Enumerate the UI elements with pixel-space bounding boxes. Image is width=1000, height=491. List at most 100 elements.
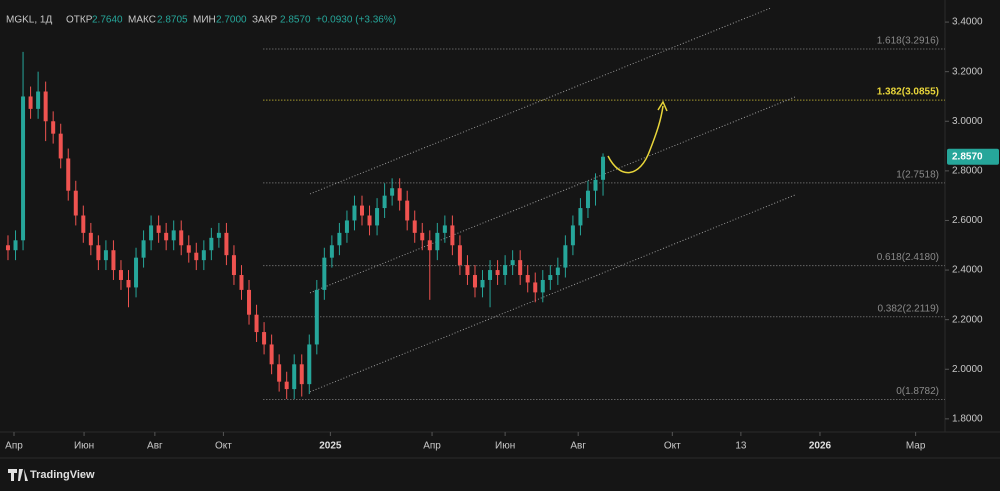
arrow-head: [657, 100, 668, 112]
price-axis: [945, 0, 1000, 491]
candle-body: [254, 314, 259, 333]
candle-body: [224, 232, 229, 256]
x-tick-label: Авг: [147, 441, 163, 452]
fib-label: 1.618(3.2916): [877, 36, 939, 47]
last-price-box: [947, 148, 999, 165]
x-tick-label: Апр: [423, 441, 441, 452]
candle-body: [525, 275, 530, 283]
candle-body: [292, 364, 297, 390]
x-tick-label: Апр: [5, 441, 23, 452]
candle-body: [21, 96, 26, 241]
fib-label: 1.382(3.0855): [877, 87, 939, 98]
candle-body: [435, 232, 440, 251]
candle-body: [367, 215, 372, 226]
candle-body: [555, 267, 560, 276]
candle-body: [322, 257, 327, 290]
candle-body: [344, 220, 349, 233]
candle-body: [277, 364, 282, 382]
last-price-label: 2.8570: [952, 151, 983, 162]
candle-body: [141, 240, 146, 258]
candle-body: [442, 225, 447, 233]
candle-body: [216, 232, 221, 238]
candle-body: [284, 381, 289, 390]
high-value: 2.8705: [157, 15, 188, 26]
y-tick-label: 2.6000: [952, 215, 983, 226]
candle-body: [156, 225, 161, 233]
candle-body: [88, 232, 93, 246]
candle-body: [450, 225, 455, 246]
candle-body: [201, 250, 206, 261]
candle-body: [488, 270, 493, 280]
candle-body: [412, 220, 417, 233]
candle-body: [171, 230, 176, 241]
candle-body: [126, 279, 131, 288]
change: +0.0930 (+3.36%): [316, 15, 396, 26]
candle-body: [247, 289, 252, 315]
candle-body: [111, 250, 116, 271]
candle-body: [307, 344, 312, 385]
open-value: 2.7640: [92, 15, 123, 26]
candle-body: [510, 260, 515, 266]
channel-line: [309, 96, 796, 294]
x-tick-label: Авг: [570, 441, 586, 452]
close-label: ЗАКР: [252, 15, 278, 26]
fib-label: 0.382(2.2119): [877, 303, 939, 314]
header: MGKL, 1Д ОТКР 2.7640 МАКС 2.8705 МИН 2.7…: [6, 15, 396, 26]
fib-label: 0.618(2.4180): [877, 252, 939, 263]
close-value: 2.8570: [280, 15, 311, 26]
candle-body: [427, 240, 432, 251]
y-tick-label: 3.4000: [952, 17, 983, 28]
low-value: 2.7000: [216, 15, 247, 26]
candle-body: [134, 257, 139, 288]
y-tick-label: 2.4000: [952, 265, 983, 276]
candle-body: [231, 255, 236, 276]
candle-body: [337, 232, 342, 246]
plot: 1.8000 2.0000 2.2000 2.4000 2.6000 2.8000 3.00…: [5, 7, 999, 452]
candle-body: [563, 245, 568, 268]
channel-line: [309, 7, 771, 195]
candle-body: [503, 265, 508, 276]
candle-body: [533, 282, 538, 293]
candle-body: [548, 275, 553, 280]
candle-body: [457, 245, 462, 266]
brand: TradingView: [30, 469, 95, 481]
candle-body: [149, 225, 154, 241]
candle-body: [103, 250, 108, 261]
fib-label: 0(1.8782): [896, 386, 939, 397]
x-tick-label: Окт: [664, 441, 681, 452]
symbol: MGKL, 1Д: [6, 15, 52, 26]
candle-body: [465, 265, 470, 276]
high-label: МАКС: [128, 15, 156, 26]
y-tick-label: 1.8000: [952, 413, 983, 424]
candle-body: [329, 245, 334, 258]
candle-body: [375, 208, 380, 226]
candle-body: [472, 275, 477, 288]
candle-body: [540, 279, 545, 293]
candle-body: [405, 200, 410, 221]
candle-body: [420, 232, 425, 241]
projection-arrow: [607, 105, 664, 174]
candle-body: [397, 188, 402, 201]
candle-body: [585, 190, 590, 209]
y-tick-label: 3.0000: [952, 116, 983, 127]
x-tick-label: Июн: [495, 441, 515, 452]
y-tick-label: 3.2000: [952, 66, 983, 77]
candle-body: [179, 230, 184, 246]
candle-body: [66, 158, 71, 191]
candle-body: [578, 208, 583, 226]
candle-body: [390, 188, 395, 196]
candle-body: [164, 232, 169, 241]
candle-body: [73, 190, 78, 216]
candle-body: [43, 91, 48, 122]
candle-body: [209, 237, 214, 251]
x-tick-label: Окт: [215, 441, 232, 452]
candle-body: [480, 279, 485, 288]
candle-body: [81, 215, 86, 233]
candle-body: [262, 332, 267, 345]
candle-body: [360, 205, 365, 216]
logo-mark: [8, 469, 28, 481]
candle-body: [314, 289, 319, 345]
candle-body: [186, 245, 191, 253]
candle-body: [28, 96, 33, 109]
candle-body: [194, 252, 199, 261]
